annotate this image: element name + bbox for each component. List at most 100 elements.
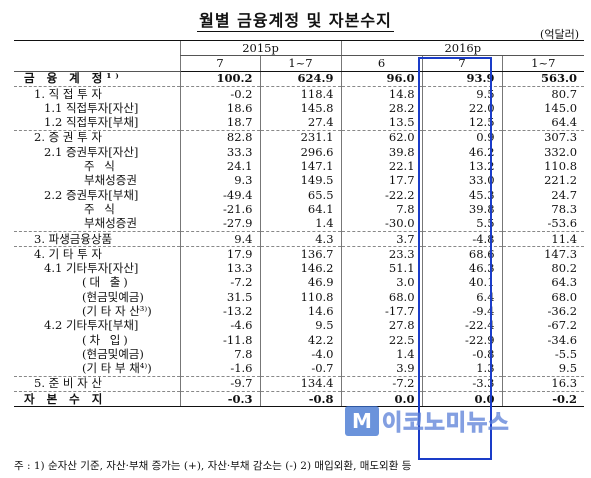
cell: 147.1 — [259, 159, 342, 174]
table-row: 1. 직 접 투 자 -0.2 118.4 14.8 9.5 80.7 — [14, 85, 585, 102]
table-row: 2. 증 권 투 자 82.8 231.1 62.0 0.9 307.3 — [14, 129, 585, 146]
header-year-2015: 2015p — [179, 39, 342, 57]
row-label: 주 식 — [84, 202, 118, 216]
cell: 307.3 — [501, 129, 585, 146]
table-row: 2.2 증권투자[부채] -49.4 65.5 -22.2 45.3 24.7 — [14, 187, 585, 203]
cell: 33.0 — [421, 173, 503, 188]
cell: 24.1 — [179, 159, 260, 174]
cell: 27.4 — [259, 115, 342, 131]
cell: -1.6 — [179, 361, 260, 377]
cell: 13.3 — [179, 261, 260, 276]
cell: 64.3 — [501, 275, 585, 291]
table-row: 4.1 기타투자[자산] 13.3 146.2 51.1 46.3 80.2 — [14, 261, 585, 276]
cell: 145.0 — [501, 101, 585, 116]
cell: 46.2 — [421, 145, 503, 160]
row-label: (기 타 부 채⁴⁾) — [82, 361, 152, 376]
table-row: 부채성증권 -27.9 1.4 -30.0 5.5 -53.6 — [14, 216, 585, 232]
row-label: 금 융 계 정¹⁾ — [24, 71, 123, 86]
header-col: 6 — [340, 55, 423, 72]
cell: 40.1 — [421, 275, 503, 291]
cell: 93.9 — [421, 71, 503, 87]
row-label: (현금및예금) — [82, 347, 144, 361]
cell: 221.2 — [501, 173, 585, 188]
cell: 13.5 — [340, 115, 423, 131]
cell: 7.8 — [340, 202, 423, 217]
cell: 23.3 — [340, 246, 423, 262]
row-label: (차 입) — [82, 332, 131, 347]
cell: 14.8 — [340, 85, 423, 102]
cell: -7.2 — [179, 275, 260, 291]
table-row: 4. 기 타 투 자 17.9 136.7 23.3 68.6 147.3 — [14, 246, 585, 262]
cell: 24.7 — [501, 187, 585, 203]
cell: 68.6 — [421, 246, 503, 262]
cell: 110.8 — [259, 290, 342, 305]
cell: 11.4 — [501, 230, 585, 247]
cell: 146.2 — [259, 261, 342, 276]
cell: -11.8 — [179, 332, 260, 348]
cell: 42.2 — [259, 332, 342, 348]
row-label: (현금및예금) — [82, 290, 144, 304]
table-row: 3. 파생금융상품 9.4 4.3 3.7 -4.8 11.4 — [14, 230, 585, 247]
cell: -36.2 — [501, 304, 585, 319]
table-row: 주 식 24.1 147.1 22.1 13.2 110.8 — [14, 159, 585, 174]
cell: -49.4 — [179, 187, 260, 203]
cell: 18.6 — [179, 101, 260, 116]
cell: 17.9 — [179, 246, 260, 262]
cell: 39.8 — [421, 202, 503, 217]
cell: 80.2 — [501, 261, 585, 276]
cell: 39.8 — [340, 145, 423, 160]
header-year-2016: 2016p — [340, 39, 585, 57]
cell: 64.4 — [501, 115, 585, 131]
cell: -53.6 — [501, 216, 585, 232]
row-label: 1.2 직접투자[부채] — [44, 115, 139, 130]
cell: 1.3 — [421, 361, 503, 377]
cell: -27.9 — [179, 216, 260, 232]
row-label: 4.2 기타투자[부채] — [44, 318, 139, 333]
cell: -4.8 — [421, 230, 503, 247]
row-label: 부채성증권 — [84, 216, 137, 231]
cell: 80.7 — [501, 85, 585, 102]
cell: -9.4 — [421, 304, 503, 319]
financial-account-table: 2015p 2016p 7 1~7 6 7 1~7 금 융 계 정¹⁾ 100.… — [14, 39, 585, 408]
cell: 13.2 — [421, 159, 503, 174]
cell: 62.0 — [340, 129, 423, 146]
header-blank — [14, 40, 180, 72]
cell: 18.7 — [179, 115, 260, 131]
cell: -0.2 — [501, 391, 585, 408]
cell: 0.0 — [421, 391, 503, 408]
cell: -0.7 — [259, 361, 342, 377]
cell: 1.4 — [259, 216, 342, 232]
cell: 9.4 — [179, 230, 260, 247]
row-label: 2.1 증권투자[자산] — [44, 145, 139, 159]
table-row: (현금및예금) 31.5 110.8 68.0 6.4 68.0 — [14, 290, 585, 305]
cell: 134.4 — [259, 375, 342, 392]
header-col: 7 — [421, 55, 503, 72]
row-label: 4. 기 타 투 자 — [14, 246, 180, 262]
cell: 0.0 — [340, 391, 423, 408]
cell: 9.5 — [421, 85, 503, 102]
cell: 31.5 — [179, 290, 260, 305]
cell: -13.2 — [179, 304, 260, 319]
cell: 68.0 — [340, 290, 423, 305]
cell: 149.5 — [259, 173, 342, 188]
table-row: 금 융 계 정¹⁾ 100.2 624.9 96.0 93.9 563.0 — [14, 71, 585, 87]
unit-label: (억달러) — [540, 28, 579, 41]
cell: -67.2 — [501, 318, 585, 333]
cell: 563.0 — [501, 71, 585, 87]
cell: 4.3 — [259, 230, 342, 247]
cell: 16.3 — [501, 375, 585, 392]
cell: 28.2 — [340, 101, 423, 116]
cell: 9.5 — [501, 361, 585, 377]
row-label: 부채성증권 — [84, 173, 137, 188]
cell: 1.4 — [340, 347, 423, 362]
cell: 6.4 — [421, 290, 503, 305]
table-row: (현금및예금) 7.8 -4.0 1.4 -0.8 -5.5 — [14, 347, 585, 362]
table-row: 1.1 직접투자[자산] 18.6 145.8 28.2 22.0 145.0 — [14, 101, 585, 116]
watermark: M 이코노미뉴스 — [345, 405, 509, 437]
row-label: 1.1 직접투자[자산] — [44, 101, 139, 115]
cell: 27.8 — [340, 318, 423, 333]
table-row: (대 출) -7.2 46.9 3.0 40.1 64.3 — [14, 275, 585, 291]
table-row: 1.2 직접투자[부채] 18.7 27.4 13.5 12.5 64.4 — [14, 115, 585, 131]
table-title: 월별 금융계정 및 자본수지 — [197, 11, 394, 32]
cell: -22.2 — [340, 187, 423, 203]
